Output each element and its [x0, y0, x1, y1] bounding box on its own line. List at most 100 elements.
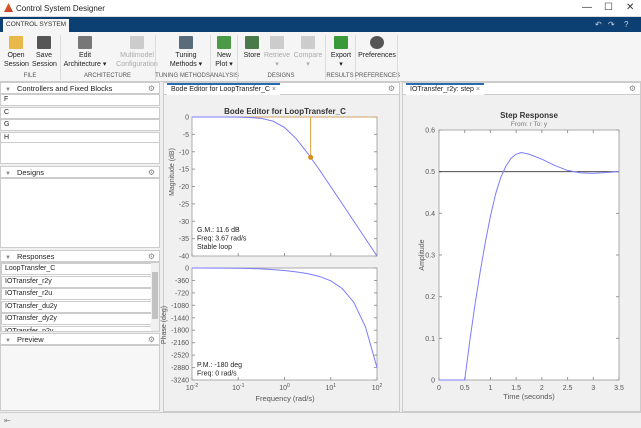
block-item[interactable]: C [0, 106, 160, 119]
new-button[interactable]: New Plot ▾ [212, 36, 236, 69]
minimize-button[interactable]: — [582, 2, 592, 13]
button-label: Save [36, 52, 52, 59]
magnitude-ylabel: Magnitude (dB) [169, 148, 176, 196]
store-button[interactable]: Store [240, 36, 264, 61]
amplitude-tick-label: 0.6 [425, 128, 435, 135]
save-button[interactable]: Save Session [32, 36, 57, 69]
group-divider [210, 35, 211, 80]
multimodel-icon [130, 36, 144, 49]
response-item[interactable]: IOTransfer_dy2y [1, 313, 152, 325]
button-label: ▾ [339, 60, 343, 68]
step-axes [438, 129, 620, 381]
group-divider [355, 35, 356, 80]
status-icon: ⇤ [4, 416, 11, 425]
retrieve-button[interactable]: Retrieve ▾ [264, 36, 290, 69]
phase-tick-label: -2160 [171, 340, 189, 347]
group-divider [237, 35, 238, 80]
close-tab-icon[interactable]: × [271, 86, 277, 93]
bode-tab-label: Bode Editor for LoopTransfer_C [171, 86, 270, 93]
designs-header[interactable]: ▼ Designs ⚙ [0, 166, 160, 178]
close-button[interactable]: ✕ [626, 2, 635, 13]
collapse-icon[interactable]: ▼ [5, 87, 11, 93]
time-xlabel: Time (seconds) [503, 392, 555, 401]
step-subtitle: From: r To: y [511, 121, 548, 128]
button-label: Session [32, 60, 57, 68]
block-item[interactable]: G [0, 119, 160, 131]
designs-title: Designs [16, 168, 45, 177]
maximize-button[interactable]: ☐ [604, 2, 613, 13]
compare-button[interactable]: Compare ▾ [292, 36, 324, 69]
save-icon [37, 36, 51, 49]
export-button[interactable]: Export ▾ [328, 36, 354, 69]
response-item[interactable]: LoopTransfer_C [1, 263, 152, 275]
amplitude-tick-label: 0.3 [425, 253, 435, 260]
collapse-icon[interactable]: ▼ [5, 255, 11, 261]
step-title: Step Response [500, 111, 558, 120]
frequency-tick-label: 102 [372, 383, 383, 392]
tab-step-response[interactable]: IOTransfer_r2y: step × [406, 83, 484, 95]
time-tick-label: 1 [488, 385, 492, 392]
gear-icon[interactable]: ⚙ [147, 168, 155, 177]
button-label: Methods ▾ [169, 60, 203, 68]
button-label: Compare [293, 52, 323, 59]
button-label: Session [4, 60, 29, 68]
preview-area [0, 345, 160, 411]
responses-title: Responses [16, 252, 55, 261]
magnitude-tick-label: -10 [179, 149, 189, 156]
gear-icon[interactable]: ⚙ [147, 252, 155, 261]
responses-scrollbar[interactable] [151, 263, 159, 331]
export-icon [334, 36, 348, 49]
scrollbar-thumb[interactable] [152, 272, 158, 319]
phase-tick-label: -1080 [171, 303, 189, 310]
block-item[interactable]: F [0, 94, 160, 106]
open-button[interactable]: Open Session [4, 36, 29, 69]
time-tick-label: 2.5 [563, 385, 573, 392]
gear-icon[interactable]: ⚙ [147, 84, 155, 93]
button-label: Architecture ▾ [63, 60, 107, 68]
phase-tick-label: -2880 [171, 365, 189, 372]
group-label: PREFERENCES [355, 73, 401, 79]
close-tab-icon[interactable]: × [475, 86, 480, 93]
collapse-icon[interactable]: ▼ [5, 171, 11, 177]
gear-icon[interactable]: ⚙ [628, 84, 636, 93]
help-icon[interactable]: ? [624, 20, 629, 29]
controllers-header[interactable]: ▼ Controllers and Fixed Blocks ⚙ [0, 82, 160, 94]
responses-header[interactable]: ▼ Responses ⚙ [0, 250, 160, 262]
phase-ylabel: Phase (deg) [161, 306, 168, 344]
status-bar: ⇤ [0, 412, 641, 428]
phase-tick-label: -3240 [171, 378, 189, 385]
magnitude-tick-label: -30 [179, 219, 189, 226]
designs-list [0, 178, 160, 248]
frequency-tick-label: 10-2 [186, 383, 198, 392]
group-label: DESIGNS [267, 73, 295, 79]
phase-tick-label: 0 [185, 266, 189, 273]
button-label: ▾ [306, 60, 310, 68]
gear-icon[interactable]: ⚙ [147, 335, 155, 344]
magnitude-curve [192, 116, 378, 257]
tab-bode-editor[interactable]: Bode Editor for LoopTransfer_C × [167, 83, 281, 95]
collapse-icon[interactable]: ▼ [5, 338, 11, 344]
group-label: TUNING METHODS [155, 73, 210, 79]
magnitude-tick-label: 0 [185, 115, 189, 122]
button-label: Store [243, 52, 261, 59]
redo-icon[interactable]: ↷ [608, 20, 615, 29]
preferences-button[interactable]: Preferences [358, 36, 396, 61]
group-divider [325, 35, 326, 80]
title-bar: Control System Designer — ☐ ✕ [0, 0, 641, 17]
button-label: ▾ [275, 60, 279, 68]
preview-header[interactable]: ▼ Preview ⚙ [0, 333, 160, 345]
multimodel-button[interactable]: Multimodel Configuration [112, 36, 162, 69]
button-label: Retrieve [264, 52, 291, 59]
gear-icon[interactable]: ⚙ [387, 84, 395, 93]
button-label: New [216, 52, 231, 59]
phase-tick-label: -720 [175, 290, 189, 297]
edit-button[interactable]: Edit Architecture ▾ [62, 36, 108, 69]
tuning-button[interactable]: Tuning Methods ▾ [167, 36, 205, 69]
controllers-empty [0, 142, 160, 164]
window-title: Control System Designer [16, 4, 105, 13]
undo-icon[interactable]: ↶ [595, 20, 602, 29]
gain-margin-annotation: Freq: 3.67 rad/s [197, 236, 247, 243]
tab-control-system[interactable]: CONTROL SYSTEM [3, 19, 70, 32]
step-curve [439, 151, 620, 381]
tuning-icon [179, 36, 193, 49]
